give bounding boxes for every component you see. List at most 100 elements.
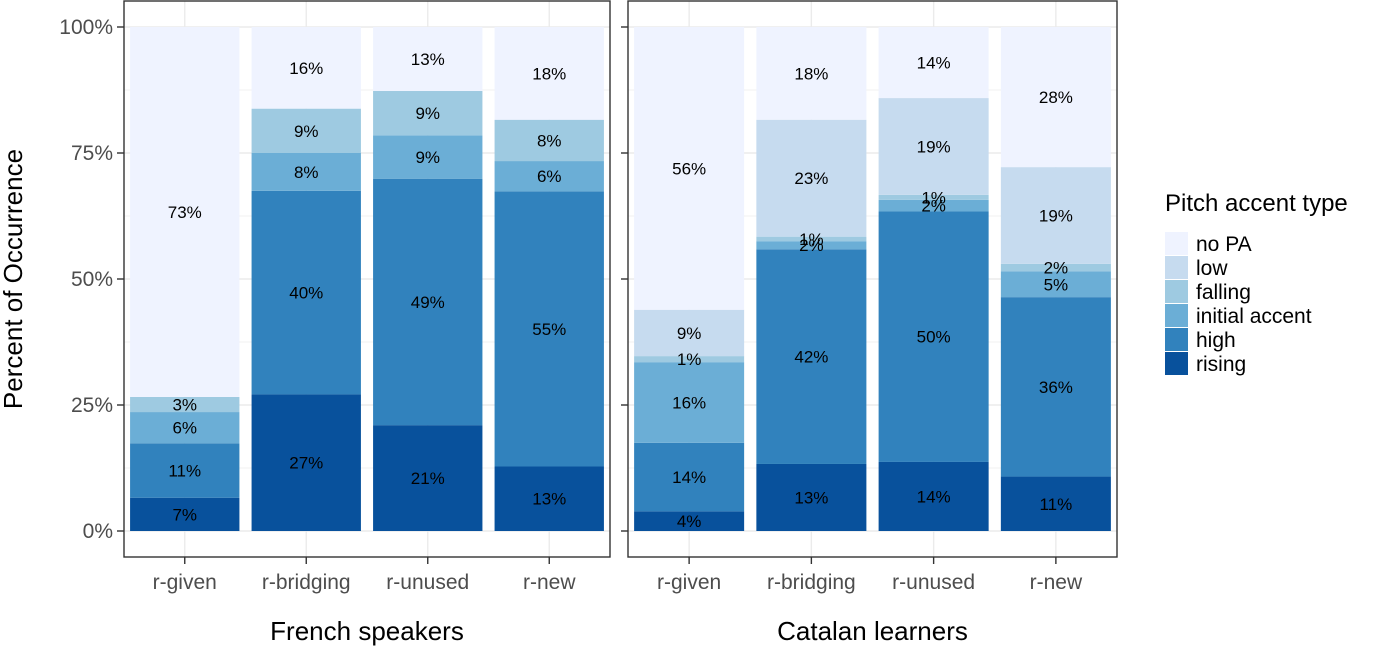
bar-segment-rising-r-given — [130, 497, 240, 531]
chart-panels: 7% 11% 6% 3% 73% r-given 27% 40% 8% 9% 16% r-bridgi… — [59, 0, 1118, 646]
data-label-high-r-new: 36% — [1039, 378, 1073, 397]
bar-segment-high-r-given — [634, 442, 745, 512]
bar-segment-falling-r-given — [130, 396, 240, 413]
bar-segment-no-pa-r-new — [1000, 27, 1111, 168]
data-label-rising-r-new: 11% — [1039, 495, 1072, 514]
data-label-low-r-unused: 19% — [917, 137, 951, 156]
bar-segment-no-pa-r-unused — [373, 27, 483, 92]
data-label-no-pa-r-new: 18% — [532, 64, 566, 83]
bar-segment-falling-r-given — [634, 356, 745, 363]
data-label-high-r-new: 55% — [532, 320, 566, 339]
data-label-low-r-bridging: 23% — [794, 169, 828, 188]
x-tick-label-r-new: r-new — [1030, 571, 1083, 594]
legend-label-low: low — [1196, 257, 1228, 280]
bar-segment-high-r-bridging — [251, 190, 361, 395]
data-label-falling-r-given: 3% — [172, 395, 197, 414]
data-label-high-r-unused: 49% — [411, 293, 445, 312]
data-label-rising-r-bridging: 27% — [289, 454, 323, 473]
y-axis-title: Percent of Occurrence — [0, 149, 28, 409]
data-label-rising-r-new: 13% — [532, 490, 566, 509]
data-label-rising-r-given: 4% — [677, 512, 702, 531]
bar-segment-initial-accent-r-new — [494, 161, 604, 192]
bar-segment-low-r-unused — [878, 98, 989, 195]
panel-catalan-learners: 4%14%16%1%9%56%r-given13%42%2%1%23%18%r-… — [621, 0, 1118, 646]
y-tick-label: 25% — [71, 394, 113, 417]
bar-segment-falling-r-new — [1000, 263, 1111, 272]
data-label-rising-r-given: 7% — [172, 505, 197, 524]
legend-key-falling — [1165, 280, 1188, 303]
panel-title-catalan-learners: Catalan learners — [777, 616, 968, 646]
bar-segment-no-pa-r-bridging — [756, 27, 867, 120]
bar-segment-low-r-given — [634, 309, 745, 357]
y-tick-label: 50% — [71, 268, 113, 291]
x-tick-label-r-bridging: r-bridging — [262, 571, 351, 594]
bar-segment-rising-r-new — [1000, 476, 1111, 531]
bar-segment-falling-r-unused — [878, 194, 989, 200]
data-label-falling-r-unused: 9% — [415, 104, 440, 123]
data-label-falling-r-new: 2% — [1044, 259, 1069, 278]
bar-segment-no-pa-r-given — [130, 27, 240, 397]
data-label-initial-accent-r-unused: 9% — [415, 148, 440, 167]
legend-label-high: high — [1196, 329, 1236, 352]
data-label-high-r-bridging: 42% — [794, 348, 828, 367]
bar-segment-rising-r-bridging — [251, 394, 361, 531]
legend-key-no-pa — [1165, 232, 1188, 255]
panel-title-french-speakers: French speakers — [270, 616, 464, 646]
data-label-high-r-bridging: 40% — [289, 284, 323, 303]
data-label-no-pa-r-unused: 14% — [917, 54, 951, 73]
data-label-high-r-given: 14% — [672, 468, 706, 487]
legend-label-rising: rising — [1196, 353, 1246, 376]
bar-segment-high-r-given — [130, 443, 240, 498]
y-tick-label: 0% — [83, 520, 113, 543]
bar-segment-initial-accent-r-unused — [878, 199, 989, 212]
legend-key-rising — [1165, 352, 1188, 375]
x-tick-label-r-given: r-given — [153, 571, 217, 594]
data-label-rising-r-unused: 14% — [917, 487, 951, 506]
legend-label-initial-accent: initial accent — [1196, 305, 1312, 328]
x-tick-label-r-unused: r-unused — [892, 571, 975, 594]
bar-segment-initial-accent-r-new — [1000, 271, 1111, 298]
bar-segment-falling-r-bridging — [251, 108, 361, 153]
bar-segment-rising-r-new — [494, 466, 604, 531]
legend-label-falling: falling — [1196, 281, 1251, 304]
y-tick-label: 100% — [59, 16, 113, 39]
panel-french-speakers: 7% 11% 6% 3% 73% r-given 27% 40% 8% 9% 16% r-bridgi… — [59, 0, 611, 646]
data-label-initial-accent-r-new: 5% — [1044, 275, 1069, 294]
data-label-initial-accent-r-bridging: 2% — [799, 236, 824, 255]
bar-segment-falling-r-new — [494, 119, 604, 162]
bar-segment-high-r-unused — [878, 211, 989, 462]
bar-segment-no-pa-r-given — [634, 27, 745, 310]
data-label-no-pa-r-given: 56% — [672, 159, 706, 178]
bar-segment-no-pa-r-unused — [878, 27, 989, 99]
data-label-initial-accent-r-given: 16% — [672, 393, 706, 412]
data-label-no-pa-r-given: 73% — [168, 203, 202, 222]
bar-segment-rising-r-unused — [878, 461, 989, 531]
bar-segment-falling-r-bridging — [756, 236, 867, 242]
bar-segment-high-r-bridging — [756, 249, 867, 464]
data-label-no-pa-r-unused: 13% — [411, 50, 445, 69]
data-label-falling-r-new: 8% — [537, 131, 562, 150]
x-tick-label-r-given: r-given — [657, 571, 721, 594]
data-label-initial-accent-r-unused: 2% — [921, 197, 946, 216]
data-label-falling-r-bridging: 9% — [294, 122, 319, 141]
bar-segment-initial-accent-r-bridging — [251, 153, 361, 191]
legend-label-no-pa: no PA — [1196, 233, 1252, 256]
bar-segment-rising-r-given — [634, 511, 745, 531]
bar-segment-rising-r-bridging — [756, 463, 867, 531]
data-label-falling-r-bridging: 1% — [799, 230, 824, 249]
bar-segment-high-r-unused — [373, 178, 483, 426]
legend-title: Pitch accent type — [1165, 190, 1348, 217]
data-label-initial-accent-r-bridging: 8% — [294, 163, 319, 182]
data-label-falling-r-unused: 1% — [921, 188, 946, 207]
data-label-rising-r-bridging: 13% — [794, 488, 828, 507]
data-label-high-r-unused: 50% — [917, 328, 951, 347]
x-tick-label-r-new: r-new — [523, 571, 576, 594]
x-tick-label-r-unused: r-unused — [386, 571, 469, 594]
bar-segment-rising-r-unused — [373, 425, 483, 531]
bar-segment-initial-accent-r-unused — [373, 135, 483, 179]
bar-segment-no-pa-r-bridging — [251, 27, 361, 109]
data-label-initial-accent-r-new: 6% — [537, 167, 562, 186]
x-tick-label-r-bridging: r-bridging — [767, 571, 856, 594]
bar-segment-initial-accent-r-given — [634, 362, 745, 443]
